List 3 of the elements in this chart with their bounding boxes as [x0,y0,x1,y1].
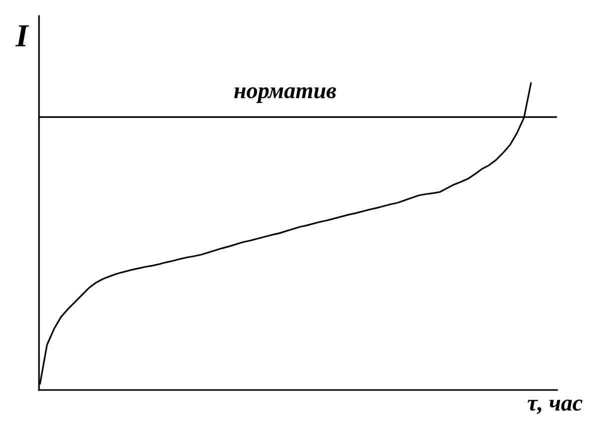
y-axis-title: I [15,25,30,46]
x-axis-title: τ, час [528,400,582,414]
ref-line-label: норматив [234,87,336,103]
